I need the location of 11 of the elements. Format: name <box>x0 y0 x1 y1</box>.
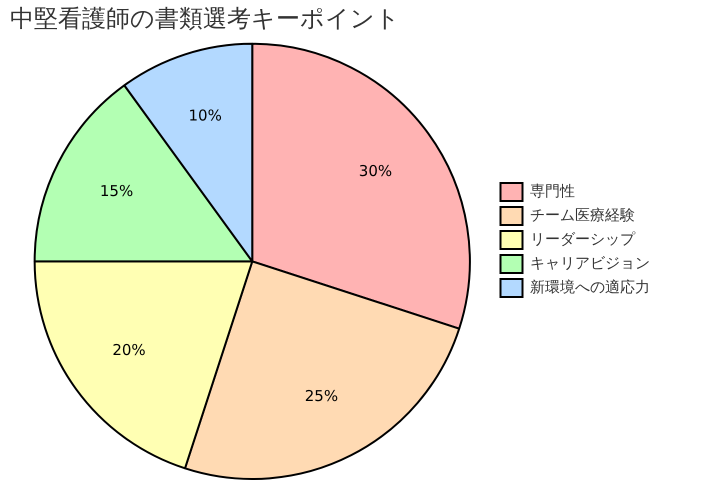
legend-label: キャリアビジョン <box>530 254 650 272</box>
data-label: 10% <box>188 106 222 124</box>
chart-title: 中堅看護師の書類選考キーポイント <box>10 4 400 33</box>
data-label: 15% <box>100 182 134 200</box>
legend-label: リーダーシップ <box>530 230 636 248</box>
legend-label: 新環境への適応力 <box>530 278 650 296</box>
legend-label: 専門性 <box>530 182 575 200</box>
data-label: 25% <box>304 387 338 406</box>
data-label: 20% <box>112 340 146 359</box>
legend-label: チーム医療経験 <box>530 206 635 224</box>
data-label: 30% <box>358 162 392 180</box>
